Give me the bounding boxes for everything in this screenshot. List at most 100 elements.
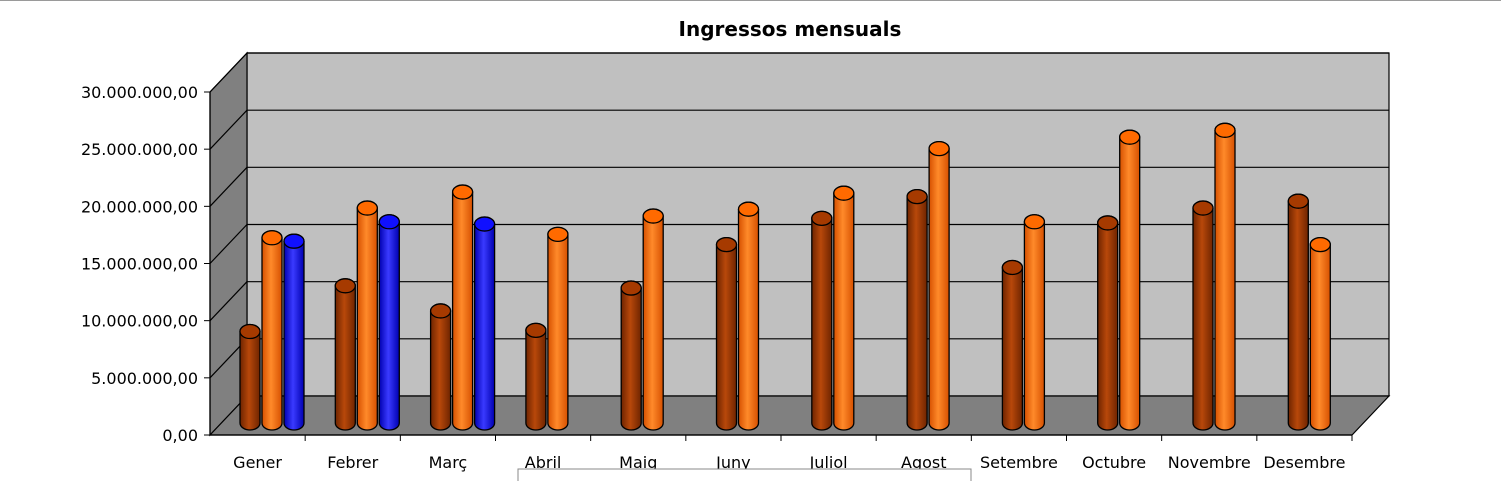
bar (737, 201, 760, 431)
x-tick-label: Octubre (1082, 453, 1146, 472)
bar-top (378, 214, 400, 230)
bar (906, 188, 928, 431)
bar-body (1309, 236, 1331, 431)
bar-body (1192, 200, 1214, 431)
bar-body (429, 303, 452, 431)
bar-top (715, 236, 738, 253)
bar-body (473, 216, 496, 431)
y-tick-label: 30.000.000,00 (81, 83, 198, 102)
bar-body (547, 226, 569, 431)
gridline-side (209, 166, 248, 207)
bar-body (906, 188, 928, 431)
bar-body (451, 184, 474, 431)
bar (473, 216, 496, 431)
bar-top (1192, 200, 1214, 216)
bar-body (833, 185, 855, 431)
x-tick-label: Setembre (980, 453, 1058, 472)
bar-top (429, 303, 452, 319)
bars (239, 122, 1331, 431)
bar-top (334, 278, 356, 294)
bar-top (261, 230, 283, 246)
bar (239, 323, 261, 431)
x-tick-label: Juliol (809, 453, 848, 472)
bar-top (473, 216, 496, 232)
chart-title: Ingressos mensuals (679, 17, 902, 41)
bar (1214, 122, 1236, 431)
bar-top (1001, 259, 1024, 276)
bar (715, 236, 738, 431)
bar-top (1287, 193, 1309, 209)
bar-body (1001, 259, 1024, 431)
bar-body (525, 322, 547, 431)
bar-top (1309, 236, 1331, 253)
x-tick-label: Abril (525, 453, 562, 472)
x-tick-label: Juny (715, 453, 750, 472)
bar-body (928, 140, 950, 431)
y-tick-label: 5.000.000,00 (91, 369, 198, 388)
bar (1192, 200, 1214, 431)
bar-body (1023, 214, 1046, 431)
bar (547, 226, 569, 431)
y-tick-label: 20.000.000,00 (81, 197, 198, 216)
bar (642, 208, 664, 431)
y-tick-label: 0,00 (162, 426, 198, 445)
gridline-side (209, 281, 248, 322)
bar-body (261, 230, 283, 431)
bar-body (1119, 129, 1141, 431)
bar-top (737, 201, 760, 217)
gridline-side (209, 224, 248, 264)
bar-body (811, 210, 833, 431)
bar (833, 185, 855, 431)
x-tick-label: Desembre (1263, 453, 1345, 472)
bar-body (378, 214, 400, 431)
bar (429, 303, 452, 431)
bar-top (239, 323, 261, 340)
bar-body (620, 280, 642, 431)
bar (620, 280, 642, 431)
x-tick-label: Febrer (327, 453, 378, 472)
bar (1097, 215, 1119, 431)
bar (261, 230, 283, 431)
bar (525, 322, 547, 431)
bar-body (1287, 193, 1309, 431)
labels: 0,00 5.000.000,00 10.000.000,00 15.000.000,… (81, 83, 1346, 472)
bar (1309, 236, 1331, 431)
gridline-side (209, 109, 248, 150)
x-tick-label: Agost (901, 453, 947, 472)
bar-body (737, 201, 760, 431)
bar-body (334, 278, 356, 431)
bar (356, 200, 378, 431)
bar (811, 210, 833, 431)
bar-body (1214, 122, 1236, 431)
bar-top (1097, 215, 1119, 231)
y-tick-label: 15.000.000,00 (81, 255, 198, 274)
bar-body (356, 200, 378, 431)
bar (283, 233, 305, 431)
bar (451, 184, 474, 431)
y-tick-label: 25.000.000,00 (81, 140, 198, 159)
x-tick-label: Gener (233, 453, 282, 472)
bar-body (283, 233, 305, 431)
top-border (0, 0, 1501, 1)
y-tick-label: 10.000.000,00 (81, 312, 198, 331)
bar-top (283, 233, 305, 249)
gridline-side (209, 52, 248, 93)
bar-top (833, 185, 855, 201)
bar-body (642, 208, 664, 431)
bar (1119, 129, 1141, 431)
bar-top (906, 188, 928, 205)
bar-top (1119, 129, 1141, 145)
bar (928, 140, 950, 431)
bar-top (642, 208, 664, 224)
bar (1023, 214, 1046, 431)
x-tick-label: Març (429, 453, 468, 472)
bar-top (451, 184, 474, 200)
bar (1001, 259, 1024, 431)
bar-top (620, 280, 642, 296)
legend-box (517, 468, 972, 481)
x-tick-label: Novembre (1168, 453, 1251, 472)
bar-top (525, 322, 547, 339)
bar (378, 214, 400, 431)
bar-top (1023, 214, 1046, 230)
bar-top (928, 140, 950, 157)
